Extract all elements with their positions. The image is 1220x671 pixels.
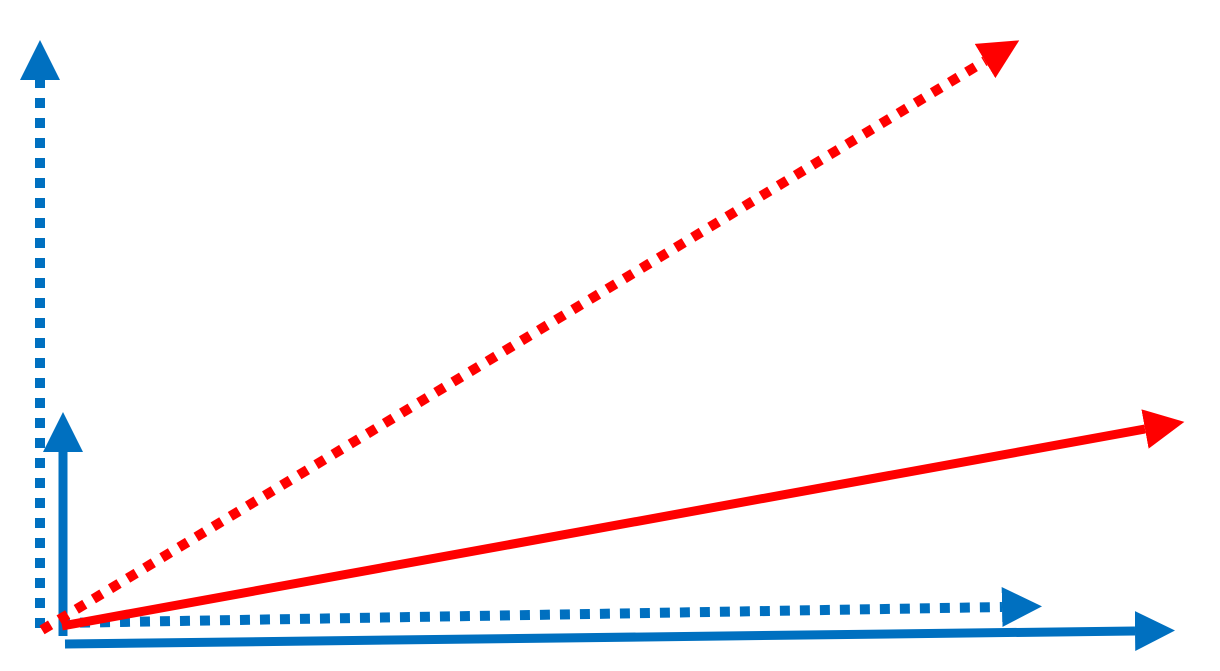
dotted-horizontal-arrow bbox=[59, 587, 1042, 628]
dotted-diagonal-arrow bbox=[39, 40, 1020, 635]
solid-diagonal-arrow bbox=[61, 409, 1185, 631]
solid-horizontal-arrow bbox=[64, 611, 1175, 651]
